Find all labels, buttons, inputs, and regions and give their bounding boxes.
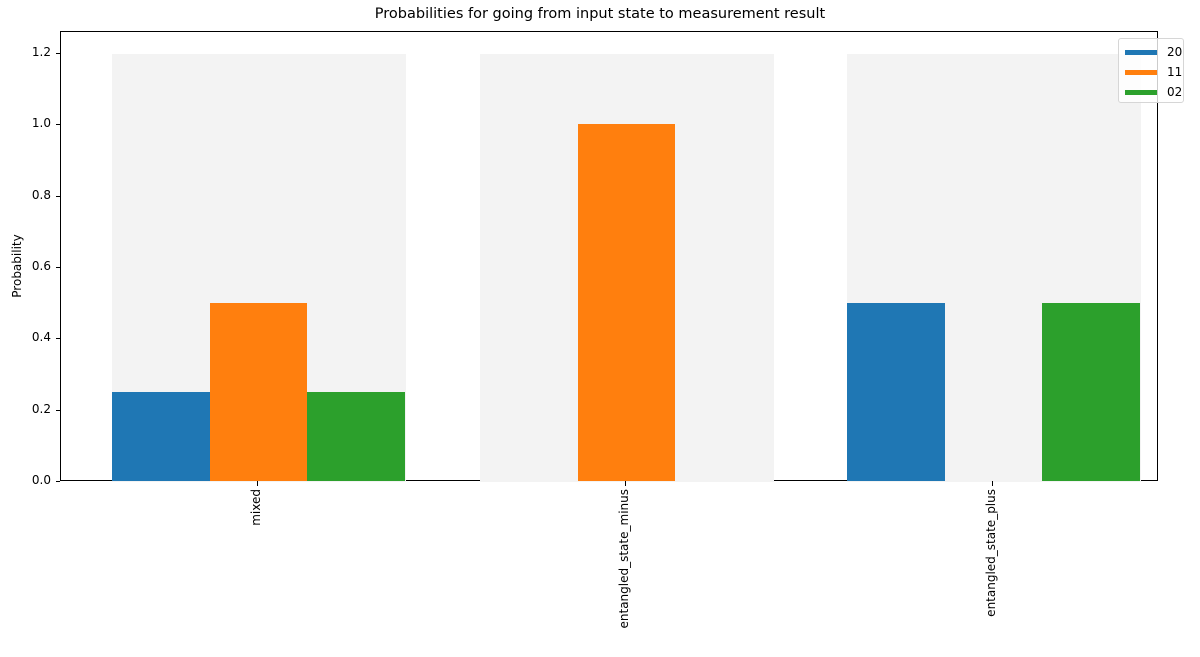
y-tick-mark: [56, 195, 60, 197]
legend-label: 11: [1167, 65, 1183, 79]
y-tick-label: 0.0: [31, 473, 51, 487]
bar-mixed-20: [112, 391, 210, 481]
y-tick-label: 0.4: [31, 330, 51, 345]
y-tick-mark: [56, 409, 60, 411]
y-tick-mark: [56, 267, 60, 268]
y-tick-mark: [56, 124, 60, 126]
x-tick-label: mixed: [249, 489, 263, 526]
x-tick-label: entangled_state_minus: [617, 489, 631, 629]
bar-mixed-11: [209, 302, 307, 481]
x-tick-mark: [625, 481, 626, 486]
y-tick-label: 1.2: [31, 45, 51, 59]
legend-item-20: 20: [1125, 44, 1182, 60]
y-tick-label: 0.2: [31, 401, 51, 416]
y-tick-mark: [56, 53, 60, 54]
legend-item-02: 02: [1125, 84, 1182, 100]
bar-entangled_state_plus-02: [1042, 302, 1140, 481]
y-tick-mark: [56, 481, 60, 482]
legend-swatch: [1125, 49, 1157, 55]
y-tick-label: 0.6: [31, 259, 51, 273]
legend: 20 11 02: [1118, 38, 1184, 103]
bar-entangled_state_plus-20: [847, 302, 945, 481]
y-tick-label: 1.0: [31, 116, 51, 131]
x-tick-mark: [992, 481, 993, 486]
chart-title: Probabilities for going from input state…: [374, 6, 826, 22]
y-tick-mark: [56, 338, 60, 340]
legend-label: 02: [1167, 85, 1183, 99]
plot-area: [60, 31, 1158, 482]
y-tick-label: 0.8: [31, 187, 51, 202]
legend-swatch: [1125, 69, 1157, 75]
legend-item-11: 11: [1125, 64, 1182, 80]
x-tick-mark: [257, 481, 258, 486]
legend-swatch: [1125, 89, 1157, 95]
legend-label: 20: [1167, 45, 1183, 59]
x-tick-label: entangled_state_plus: [984, 489, 998, 617]
y-axis-label: Probability: [10, 234, 24, 298]
bar-mixed-02: [307, 391, 405, 481]
bar-entangled_state_minus-11: [577, 124, 675, 481]
